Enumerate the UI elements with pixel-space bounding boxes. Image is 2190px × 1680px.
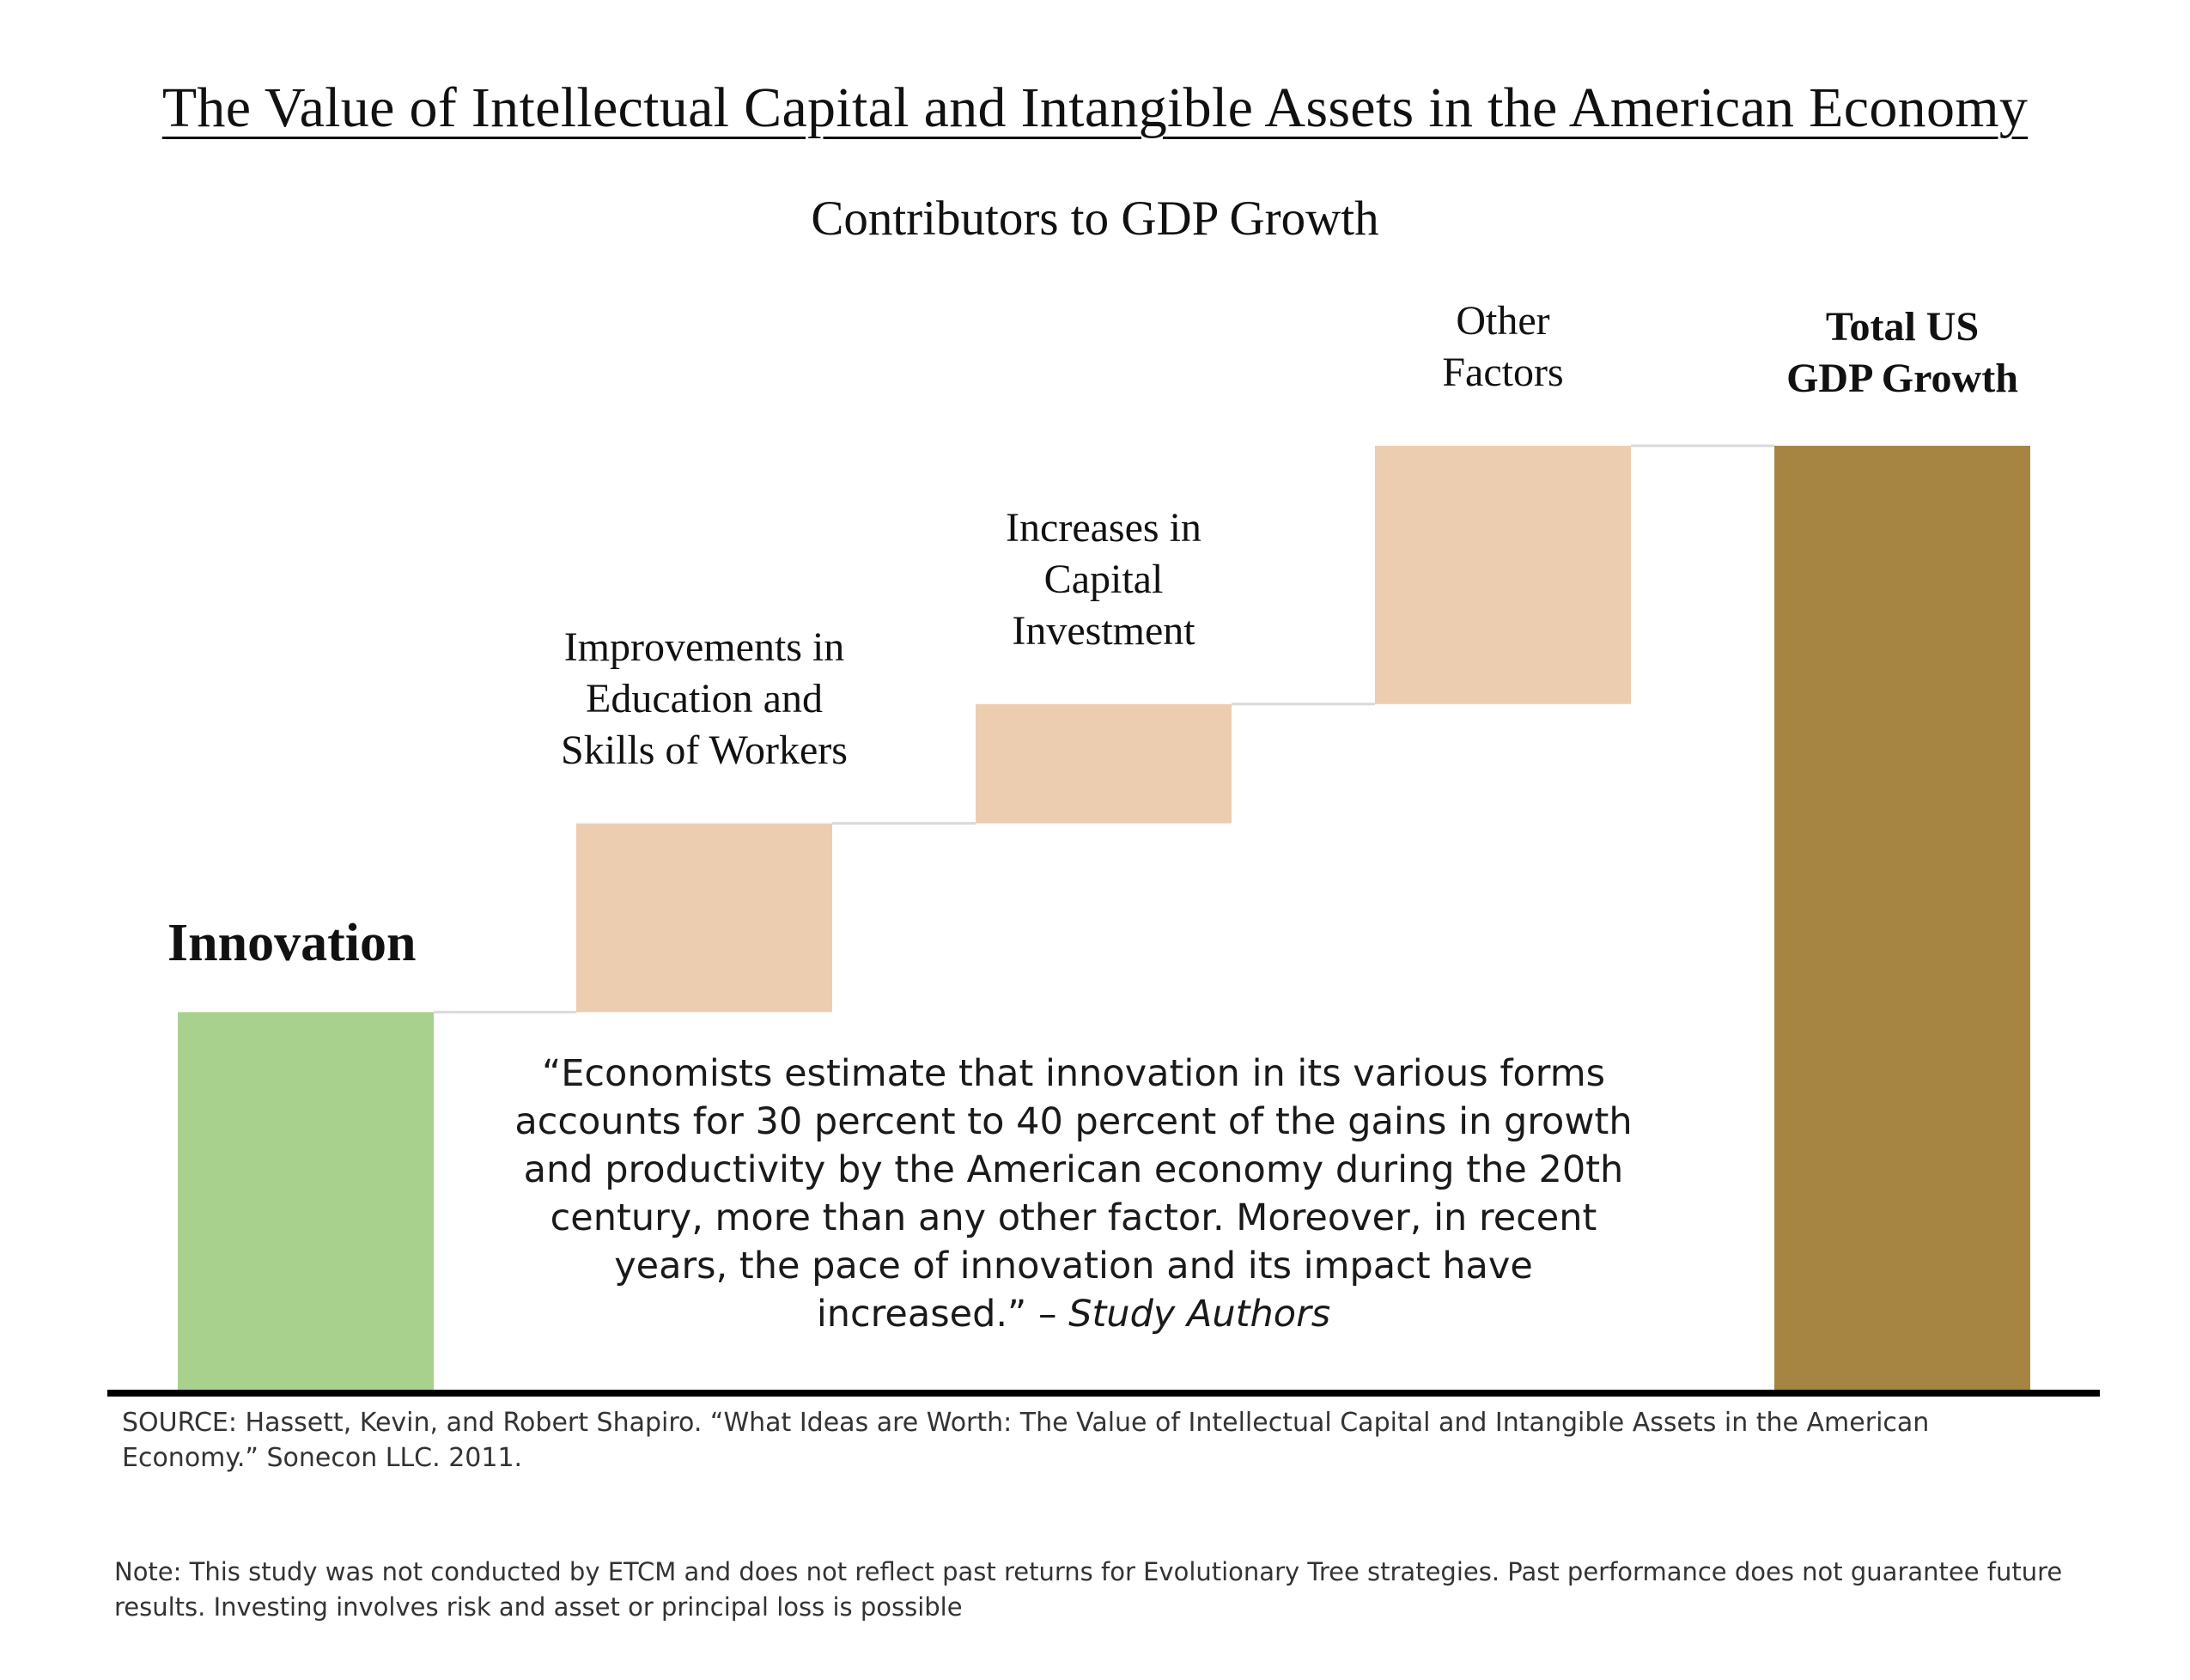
quote-text: “Economists estimate that innovation in … xyxy=(514,1052,1633,1336)
bar-total-gdp-growth xyxy=(1774,446,2030,1390)
quote-dash: – xyxy=(1026,1293,1069,1336)
label-innovation: Innovation xyxy=(167,914,417,973)
label-education-skills: Improvements in Education and Skills of … xyxy=(561,624,848,773)
chart-title: The Value of Intellectual Capital and In… xyxy=(161,76,2029,139)
source-citation: SOURCE: Hassett, Kevin, and Robert Shapi… xyxy=(122,1408,1930,1473)
quote-attribution: Study Authors xyxy=(1068,1293,1331,1336)
bar-innovation xyxy=(178,1012,434,1390)
label-total-gdp-growth: Total US GDP Growth xyxy=(1786,304,2018,401)
bar-education-skills xyxy=(576,823,832,1013)
label-capital-investment: Increases in Capital Investment xyxy=(1006,504,1201,654)
disclaimer-note: Note: This study was not conducted by ET… xyxy=(114,1557,2063,1622)
bar-other-factors xyxy=(1375,446,1631,704)
chart-subtitle: Contributors to GDP Growth xyxy=(811,192,1379,246)
label-other-factors: Other Factors xyxy=(1442,298,1564,395)
x-axis-baseline xyxy=(107,1390,2100,1397)
study-quote: “Economists estimate that innovation in … xyxy=(507,1050,1640,1338)
bar-capital-investment xyxy=(976,703,1232,824)
